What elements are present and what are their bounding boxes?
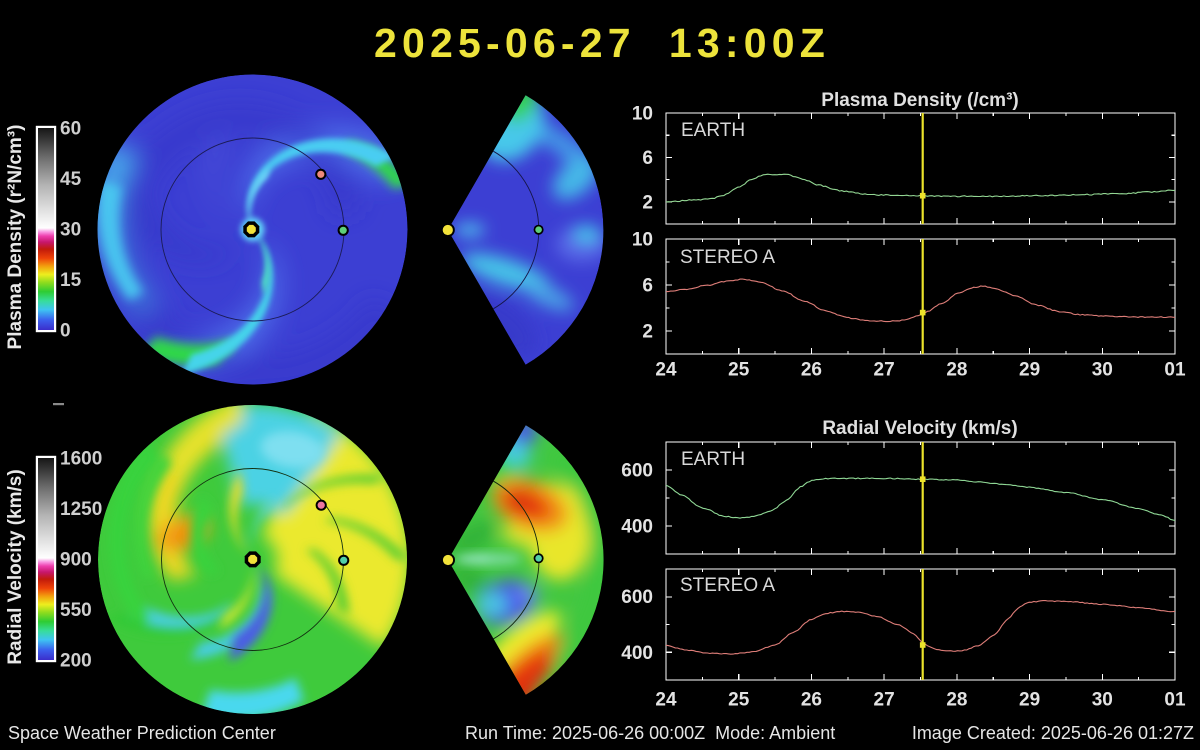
svg-text:01: 01: [1164, 690, 1186, 711]
svg-text:30: 30: [1092, 690, 1113, 711]
svg-text:24: 24: [655, 690, 677, 711]
svg-text:Space Weather Prediction Cente: Space Weather Prediction Center: [8, 723, 276, 743]
svg-text:27: 27: [874, 690, 895, 711]
svg-text:1250: 1250: [60, 499, 102, 520]
svg-text:EARTH: EARTH: [681, 449, 745, 470]
svg-text:600: 600: [621, 461, 653, 482]
svg-text:Radial Velocity (km/s): Radial Velocity (km/s): [822, 418, 1017, 439]
svg-text:30: 30: [1092, 360, 1113, 381]
svg-text:25: 25: [728, 690, 750, 711]
svg-text:27: 27: [874, 360, 895, 381]
svg-text:28: 28: [946, 690, 967, 711]
svg-text:400: 400: [621, 643, 653, 664]
svg-text:10: 10: [632, 104, 653, 125]
svg-text:26: 26: [801, 360, 822, 381]
svg-text:Image Created: 2025-06-26 01:2: Image Created: 2025-06-26 01:27Z: [912, 723, 1194, 743]
svg-text:24: 24: [655, 360, 677, 381]
svg-text:6: 6: [642, 276, 653, 297]
svg-text:30: 30: [60, 220, 81, 241]
svg-text:2: 2: [642, 192, 653, 213]
svg-text:2025-06-27 13:00Z: 2025-06-27 13:00Z: [374, 20, 830, 66]
svg-text:45: 45: [60, 169, 82, 190]
svg-text:600: 600: [621, 587, 653, 608]
svg-text:Plasma Density (/cm³): Plasma Density (/cm³): [821, 90, 1018, 111]
svg-text:STEREO A: STEREO A: [680, 575, 775, 596]
svg-text:25: 25: [728, 360, 750, 381]
svg-text:0: 0: [60, 321, 71, 342]
svg-text:10: 10: [632, 230, 653, 251]
svg-text:900: 900: [60, 550, 92, 571]
svg-text:60: 60: [60, 119, 81, 140]
svg-text:29: 29: [1019, 690, 1040, 711]
svg-text:28: 28: [946, 360, 967, 381]
svg-text:Radial Velocity (km/s): Radial Velocity (km/s): [5, 469, 26, 664]
svg-text:01: 01: [1164, 360, 1186, 381]
svg-text:6: 6: [642, 148, 653, 169]
svg-text:STEREO A: STEREO A: [680, 247, 775, 268]
svg-text:1600: 1600: [60, 449, 102, 470]
svg-text:400: 400: [621, 517, 653, 538]
svg-text:29: 29: [1019, 360, 1040, 381]
svg-text:15: 15: [60, 270, 82, 291]
svg-text:Run Time: 2025-06-26 00:00Z M: Run Time: 2025-06-26 00:00Z Mode: Ambien…: [465, 723, 835, 743]
svg-text:Plasma Density (r²N/cm³): Plasma Density (r²N/cm³): [5, 125, 26, 350]
svg-text:550: 550: [60, 600, 92, 621]
svg-text:EARTH: EARTH: [681, 120, 745, 141]
svg-text:26: 26: [801, 690, 822, 711]
svg-text:2: 2: [642, 322, 653, 343]
svg-text:200: 200: [60, 651, 92, 672]
